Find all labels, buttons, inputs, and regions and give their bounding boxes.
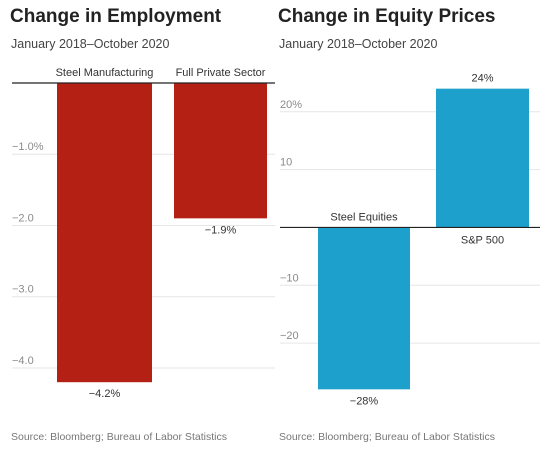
category-label: Full Private Sector: [176, 67, 266, 79]
category-label: Steel Manufacturing: [56, 67, 154, 79]
equity-chart-panel: Change in Equity Prices January 2018–Oct…: [278, 0, 543, 459]
chart-subtitle: January 2018–October 2020: [279, 37, 438, 51]
category-label: S&P 500: [461, 234, 504, 246]
equity-bar-chart: 20% 10 −10 −20 −28% Steel Equities 24% S&P 500: [280, 73, 540, 407]
chart-title: Change in Employment: [10, 6, 222, 27]
employment-chart-panel: Change in Employment January 2018–Octobe…: [10, 0, 275, 459]
y-tick-label: 10: [280, 157, 292, 169]
y-tick-label: −2.0: [12, 212, 34, 224]
bar: [57, 83, 152, 383]
chart-title: Change in Equity Prices: [278, 6, 496, 27]
data-label: −28%: [350, 395, 379, 407]
y-tick-label: 20%: [280, 99, 302, 111]
y-tick-label: −20: [280, 330, 299, 342]
data-label: −1.9%: [205, 224, 237, 236]
data-label: −4.2%: [89, 388, 121, 400]
chart-subtitle: January 2018–October 2020: [11, 37, 170, 51]
y-tick-label: −10: [280, 272, 299, 284]
bar: [318, 227, 410, 390]
y-tick-label: −4.0: [12, 355, 34, 367]
chart-source: Source: Bloomberg; Bureau of Labor Stati…: [11, 431, 227, 443]
data-label: 24%: [471, 73, 493, 85]
employment-bar-chart: −1.0% −2.0 −3.0 −4.0 −4.2% Steel Manufacturin…: [12, 67, 275, 400]
category-label: Steel Equities: [330, 211, 398, 223]
y-tick-label: −1.0%: [12, 141, 44, 153]
chart-source: Source: Bloomberg; Bureau of Labor Stati…: [279, 431, 495, 443]
bar: [436, 88, 529, 228]
bar: [174, 83, 267, 219]
y-tick-label: −3.0: [12, 284, 34, 296]
